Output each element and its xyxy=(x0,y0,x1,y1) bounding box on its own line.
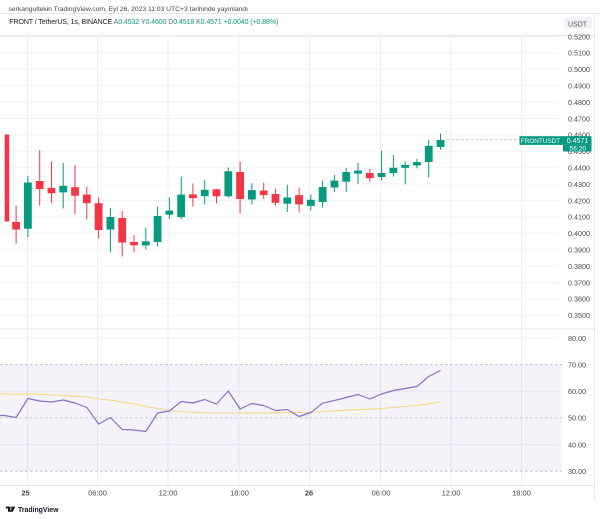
svg-text:06:00: 06:00 xyxy=(88,488,107,497)
svg-text:0.4000: 0.4000 xyxy=(568,229,590,238)
svg-text:0.3500: 0.3500 xyxy=(568,311,590,320)
svg-text:serkangultekin TradingView.com: serkangultekin TradingView.com, Eyl 26, … xyxy=(9,6,249,13)
svg-text:FRONTUSDT: FRONTUSDT xyxy=(521,138,561,145)
svg-text:0.4100: 0.4100 xyxy=(568,213,590,222)
svg-text:06:00: 06:00 xyxy=(372,488,391,497)
svg-text:60.00: 60.00 xyxy=(568,387,586,396)
svg-text:50.00: 50.00 xyxy=(568,414,586,423)
svg-text:USDT: USDT xyxy=(568,22,588,29)
svg-text:12:00: 12:00 xyxy=(159,488,178,497)
svg-text:0.5200: 0.5200 xyxy=(568,32,590,41)
svg-text:0.4900: 0.4900 xyxy=(568,82,590,91)
svg-text:0.5000: 0.5000 xyxy=(568,65,590,74)
svg-text:0.3900: 0.3900 xyxy=(568,246,590,255)
svg-text:18:00: 18:00 xyxy=(230,488,249,497)
svg-text:0.4800: 0.4800 xyxy=(568,98,590,107)
svg-text:0.4571: 0.4571 xyxy=(567,138,589,145)
svg-text:25: 25 xyxy=(21,488,29,497)
svg-text:26: 26 xyxy=(305,488,313,497)
svg-text:40.00: 40.00 xyxy=(568,440,586,449)
svg-text:0.5100: 0.5100 xyxy=(568,49,590,58)
svg-text:80.00: 80.00 xyxy=(568,334,586,343)
svg-text:FRONT / TetherUS, 1s, BINANCE: FRONT / TetherUS, 1s, BINANCE A0.4532 Y0… xyxy=(9,19,278,26)
svg-text:30.00: 30.00 xyxy=(568,467,586,476)
svg-text:0.4500: 0.4500 xyxy=(568,147,590,156)
svg-text:70.00: 70.00 xyxy=(568,360,586,369)
svg-text:56:20: 56:20 xyxy=(570,146,587,153)
svg-text:0.3700: 0.3700 xyxy=(568,278,590,287)
svg-text:0.4300: 0.4300 xyxy=(568,180,590,189)
svg-text:0.4400: 0.4400 xyxy=(568,164,590,173)
svg-text:12:00: 12:00 xyxy=(442,488,461,497)
svg-text:TradingView: TradingView xyxy=(18,507,59,514)
svg-text:0.4600: 0.4600 xyxy=(568,131,590,140)
svg-text:0.3600: 0.3600 xyxy=(568,295,590,304)
svg-text:0.4200: 0.4200 xyxy=(568,196,590,205)
svg-text:0.3800: 0.3800 xyxy=(568,262,590,271)
svg-text:0.4700: 0.4700 xyxy=(568,114,590,123)
svg-text:18:00: 18:00 xyxy=(512,488,531,497)
